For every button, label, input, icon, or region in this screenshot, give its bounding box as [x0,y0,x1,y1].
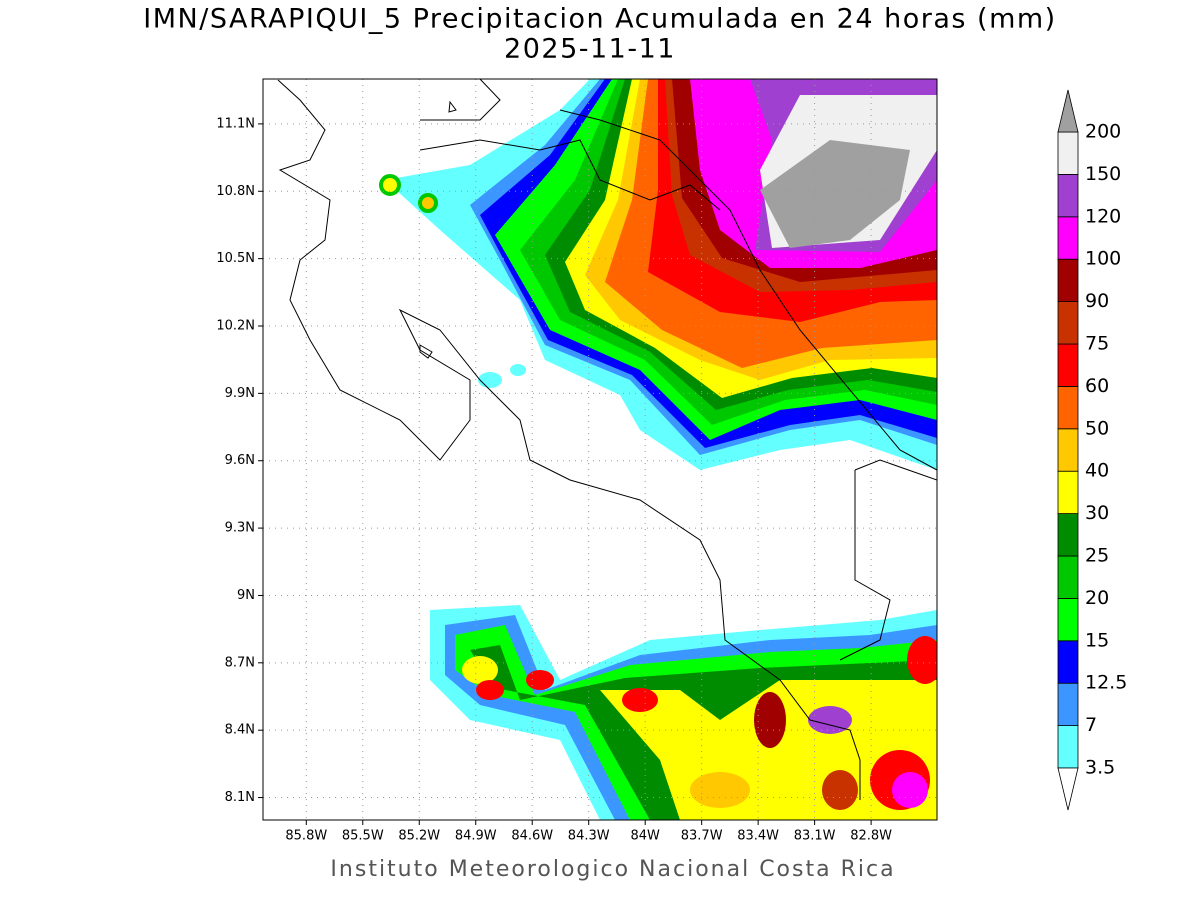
colorbar-box [1057,301,1079,345]
lon-label: 84.3W [568,829,610,844]
lon-label: 83.4W [737,829,779,844]
lat-label: 9.3N [225,521,255,536]
colorbar-box [1057,131,1079,175]
legend-label: 120 [1085,205,1121,227]
colorbar-box [1057,385,1079,430]
legend-label: 25 [1085,545,1109,567]
legend-label: 20 [1085,587,1109,609]
legend-label: 50 [1085,417,1109,439]
lat-label: 8.1N [225,790,255,805]
colorbar-box [1057,470,1079,515]
colorbar-box [1057,598,1079,642]
colorbar-box [1057,555,1079,599]
precip-field [379,79,937,820]
legend-label: 60 [1085,375,1109,397]
legend-label: 150 [1085,163,1121,185]
lon-label: 82.8W [850,829,892,844]
legend-label: 7 [1085,714,1097,736]
legend-label: 30 [1085,502,1109,524]
lon-label: 85.2W [398,829,440,844]
colorbar-over [1057,89,1079,133]
legend-label: 12.5 [1085,672,1127,694]
colorbar-box [1057,682,1079,727]
colorbar-box [1057,725,1079,769]
lat-label: 9N [237,588,255,603]
legend-label: 90 [1085,290,1109,312]
footer: Instituto Meteorologico Nacional Costa R… [330,857,895,882]
coastlines [277,79,937,800]
colorbar-box [1057,173,1079,218]
legend-label: 200 [1085,121,1121,143]
legend-label: 15 [1085,629,1109,651]
lat-label: 8.7N [225,655,255,670]
date: 2025-11-11 [504,34,676,65]
legend-label: 75 [1085,333,1109,355]
title: IMN/SARAPIQUI_5 Precipitacion Acumulada … [143,4,1056,35]
legend-label: 100 [1085,248,1121,270]
lon-label: 84.6W [511,829,553,844]
lat-label: 11.1N [216,116,255,131]
legend-label: 40 [1085,460,1109,482]
lon-label: 83.1W [794,829,836,844]
lon-label: 85.8W [285,829,327,844]
colorbar-under [1057,767,1079,811]
lat-label: 10.5N [216,251,255,266]
lat-label: 9.9N [225,386,255,401]
lat-label: 9.6N [225,453,255,468]
colorbar: 3.5 7 12.5 15 20 25 30 40 50 60 75 90 100 120 150 200 [1057,89,1127,811]
grid [258,79,937,825]
colorbar-box [1057,640,1079,684]
lat-label: 8.4N [225,723,255,738]
colorbar-box [1057,343,1079,387]
colorbar-box [1057,258,1079,303]
colorbar-box [1057,216,1079,260]
lon-label: 83.7W [681,829,723,844]
lon-label: 84.9W [455,829,497,844]
lat-label: 10.8N [216,184,255,199]
lon-label: 84W [630,829,660,844]
lon-label: 85.5W [342,829,384,844]
legend-label: 3.5 [1085,757,1115,779]
plot-frame [262,78,938,821]
lat-label: 10.2N [216,319,255,334]
colorbar-box [1057,428,1079,472]
colorbar-box [1057,513,1079,557]
